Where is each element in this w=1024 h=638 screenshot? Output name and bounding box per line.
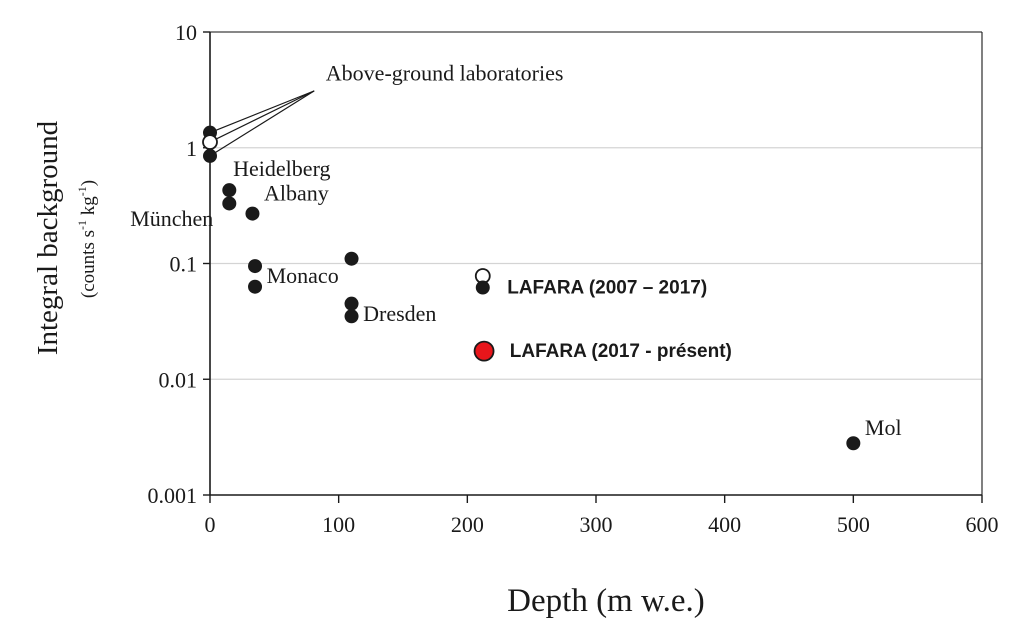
- x-tick-label-0: 0: [205, 512, 216, 537]
- data-point-4: [222, 196, 237, 211]
- data-point-red-13: [473, 340, 495, 362]
- data-point-7: [248, 279, 263, 294]
- y-tick-label-1: 0.01: [159, 367, 198, 392]
- data-point-3: [222, 183, 237, 198]
- data-point-12: [475, 280, 490, 295]
- y-tick-label-0: 0.001: [148, 483, 198, 508]
- y-axis-title-main: Integral background: [32, 120, 64, 355]
- x-tick-label-6: 600: [966, 512, 999, 537]
- data-point-10: [344, 309, 359, 324]
- y-tick-label-2: 0.1: [170, 252, 198, 277]
- data-point-open-1: [202, 134, 218, 150]
- pointer-line-1: [209, 90, 315, 143]
- annotation-heidelberg: Heidelberg: [233, 156, 330, 181]
- annotation-lafara-2017-pr-sent: LAFARA (2017 - présent): [510, 341, 732, 362]
- x-axis-title: Depth (m w.e.): [507, 583, 705, 619]
- y-ticks: 0.001 0.01 0.1 1 10: [148, 20, 210, 508]
- pointer-line-2: [209, 90, 315, 157]
- y-axis-title: Integral background: [32, 120, 64, 355]
- data-point-14: [846, 436, 861, 451]
- data-point-9: [344, 296, 359, 311]
- annotation-pointer-lines: [209, 90, 315, 157]
- annotation-above-ground-laboratories: Above-ground laboratories: [326, 61, 564, 86]
- x-tick-label-1: 100: [322, 512, 355, 537]
- annotation-albany: Albany: [264, 181, 329, 206]
- data-point-5: [245, 206, 260, 221]
- x-tick-label-3: 300: [580, 512, 613, 537]
- pointer-line-0: [209, 90, 315, 134]
- y-axis-units-text: (counts s-1 kg-1): [75, 180, 99, 298]
- data-point-2: [203, 148, 217, 163]
- annotation-m-nchen: München: [130, 206, 213, 231]
- x-tick-label-4: 400: [708, 512, 741, 537]
- y-tick-label-4: 10: [175, 20, 197, 45]
- x-ticks: 0 100 200 300 400 500 600: [205, 495, 999, 537]
- x-tick-label-5: 500: [837, 512, 870, 537]
- y-tick-label-3: 1: [186, 136, 197, 161]
- y-axis-units: (counts s-1 kg-1): [75, 180, 99, 298]
- annotation-monaco: Monaco: [267, 263, 339, 288]
- annotation-lafara-2007-2017: LAFARA (2007 – 2017): [507, 278, 707, 299]
- data-point-8: [344, 251, 359, 266]
- x-tick-label-2: 200: [451, 512, 484, 537]
- annotation-mol: Mol: [865, 415, 902, 440]
- annotation-dresden: Dresden: [363, 301, 436, 326]
- data-point-6: [248, 259, 263, 274]
- data-points: [202, 125, 861, 451]
- annotations: Above-ground laboratories HeidelbergAlban…: [130, 61, 901, 440]
